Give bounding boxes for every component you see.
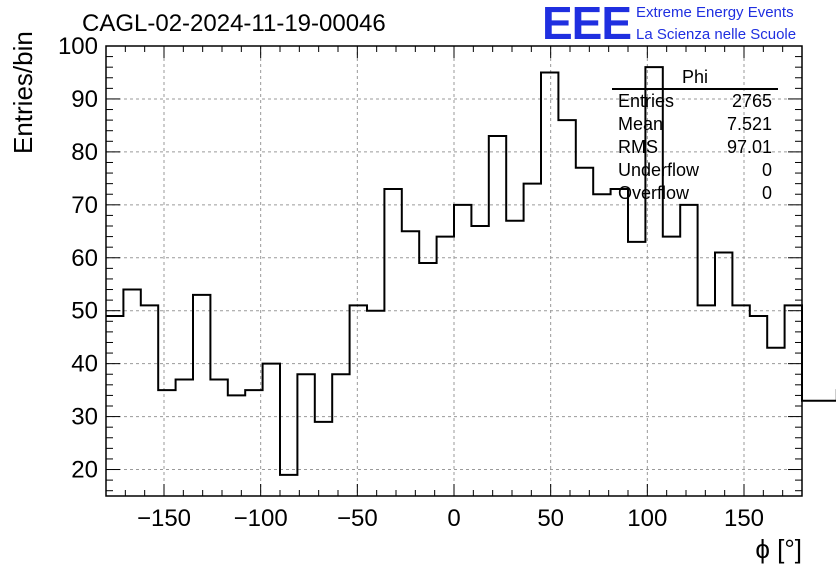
chart-title: CAGL-02-2024-11-19-00046 bbox=[82, 10, 386, 37]
stats-label: RMS bbox=[618, 137, 658, 157]
stats-value: 0 bbox=[761, 160, 772, 180]
y-tick-label: 100 bbox=[58, 33, 98, 60]
eee-logo: EEE bbox=[542, 0, 632, 49]
stats-label: Mean bbox=[618, 114, 664, 134]
stats-value: 7.521 bbox=[726, 114, 772, 134]
y-tick-label: 90 bbox=[71, 86, 98, 113]
stats-box: Phi Entries 2765 Mean 7.521 RMS 97.01 Un… bbox=[612, 66, 778, 205]
stats-label: Entries bbox=[618, 91, 675, 111]
stats-label: Overflow bbox=[618, 183, 690, 203]
stats-value: 0 bbox=[761, 183, 772, 203]
stats-value: 97.01 bbox=[726, 137, 772, 157]
y-tick-label: 30 bbox=[71, 404, 98, 431]
y-tick-label: 70 bbox=[71, 192, 98, 219]
y-tick-label: 20 bbox=[71, 457, 98, 484]
x-axis-label: ϕ [°] bbox=[755, 534, 802, 564]
stats-row-entries: Entries 2765 bbox=[612, 90, 778, 113]
x-tick-label: 150 bbox=[724, 505, 764, 532]
y-axis-label: Entries/bin bbox=[8, 31, 38, 154]
y-tick-label: 50 bbox=[71, 298, 98, 325]
x-tick-label: 50 bbox=[537, 505, 564, 532]
logo-subtitle-1: Extreme Energy Events bbox=[636, 4, 794, 21]
logo-subtitle-2: La Scienza nelle Scuole bbox=[636, 26, 797, 43]
y-tick-label: 40 bbox=[71, 351, 98, 378]
stats-title: Phi bbox=[612, 66, 778, 90]
stats-row-underflow: Underflow 0 bbox=[612, 159, 778, 182]
stats-row-overflow: Overflow 0 bbox=[612, 182, 778, 205]
x-tick-label: −150 bbox=[137, 505, 191, 532]
x-tick-label: −50 bbox=[337, 505, 378, 532]
histogram-line bbox=[106, 66, 836, 476]
x-tick-label: −100 bbox=[234, 505, 288, 532]
stats-row-mean: Mean 7.521 bbox=[612, 113, 778, 136]
stats-row-rms: RMS 97.01 bbox=[612, 136, 778, 159]
stats-value: 2765 bbox=[731, 91, 772, 111]
stats-label: Underflow bbox=[618, 160, 700, 180]
y-tick-label: 80 bbox=[71, 139, 98, 166]
y-tick-label: 60 bbox=[71, 245, 98, 272]
x-tick-label: 100 bbox=[627, 505, 667, 532]
x-tick-label: 0 bbox=[447, 505, 460, 532]
